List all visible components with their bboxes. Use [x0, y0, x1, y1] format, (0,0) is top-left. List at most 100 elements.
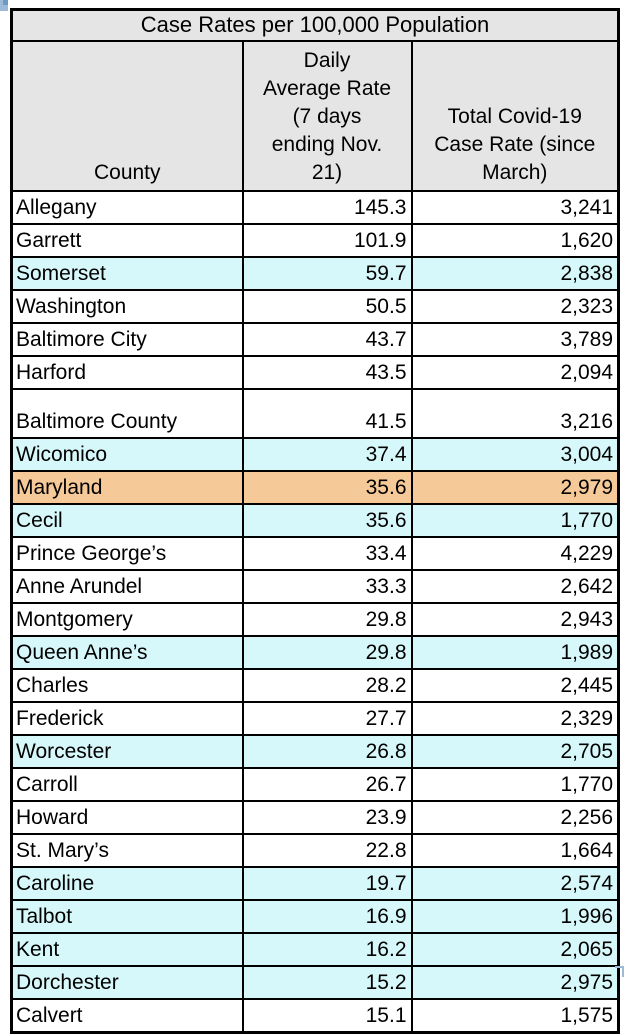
cell-county: Caroline	[10, 866, 244, 901]
anchor-handle-icon	[0, 0, 8, 11]
cell-county: Charles	[10, 668, 244, 703]
cell-county: Baltimore County	[10, 388, 244, 439]
cell-total-rate: 1,620	[410, 223, 620, 258]
cell-total-rate: 3,789	[410, 322, 620, 357]
cell-county: Anne Arundel	[10, 569, 244, 604]
column-header-county: County	[10, 40, 244, 192]
cell-daily-rate: 43.7	[241, 322, 413, 357]
cell-county: Washington	[10, 289, 244, 324]
cell-daily-rate: 33.3	[241, 569, 413, 604]
table-row: Frederick 27.7 2,329	[10, 701, 620, 736]
case-rates-table: Case Rates per 100,000 Population County…	[10, 8, 621, 1034]
cell-county: Prince George’s	[10, 536, 244, 571]
cell-daily-rate: 35.6	[241, 470, 413, 505]
table-row: Calvert 15.1 1,575	[10, 998, 620, 1034]
table-row: St. Mary’s 22.8 1,664	[10, 833, 620, 868]
table-row: Washington 50.5 2,323	[10, 289, 620, 324]
cell-daily-rate: 29.8	[241, 635, 413, 670]
cell-total-rate: 2,838	[410, 256, 620, 291]
cell-daily-rate: 59.7	[241, 256, 413, 291]
cell-county: Queen Anne’s	[10, 635, 244, 670]
cell-total-rate: 3,241	[410, 190, 620, 225]
table-row: Harford 43.5 2,094	[10, 355, 620, 390]
cell-county: Frederick	[10, 701, 244, 736]
cell-daily-rate: 37.4	[241, 437, 413, 472]
cell-total-rate: 1,770	[410, 767, 620, 802]
table-row: Maryland 35.6 2,979	[10, 470, 620, 505]
table-row: Kent 16.2 2,065	[10, 932, 620, 967]
cell-county: Baltimore City	[10, 322, 244, 357]
cell-county: Calvert	[10, 998, 244, 1034]
cell-daily-rate: 101.9	[241, 223, 413, 258]
cell-daily-rate: 145.3	[241, 190, 413, 225]
table-row: Montgomery 29.8 2,943	[10, 602, 620, 637]
table-row: Queen Anne’s 29.8 1,989	[10, 635, 620, 670]
cell-county: Dorchester	[10, 965, 244, 1000]
cell-daily-rate: 43.5	[241, 355, 413, 390]
cell-county: Allegany	[10, 190, 244, 225]
resize-handle-icon	[615, 966, 624, 977]
cell-daily-rate: 26.7	[241, 767, 413, 802]
table-row: Baltimore City 43.7 3,789	[10, 322, 620, 357]
cell-total-rate: 1,996	[410, 899, 620, 934]
cell-total-rate: 2,642	[410, 569, 620, 604]
table-title: Case Rates per 100,000 Population	[10, 8, 620, 42]
cell-total-rate: 3,216	[410, 388, 620, 439]
column-header-total-case-rate: Total Covid-19 Case Rate (since March)	[410, 40, 620, 192]
cell-total-rate: 2,975	[410, 965, 620, 1000]
cell-county: St. Mary’s	[10, 833, 244, 868]
cell-total-rate: 1,989	[410, 635, 620, 670]
table-row: Dorchester 15.2 2,975	[10, 965, 620, 1000]
table-body: Allegany 145.3 3,241 Garrett 101.9 1,620 Somer…	[10, 190, 620, 1034]
cell-total-rate: 2,705	[410, 734, 620, 769]
table-row: Baltimore County 41.5 3,216	[10, 388, 620, 439]
cell-daily-rate: 28.2	[241, 668, 413, 703]
cell-daily-rate: 35.6	[241, 503, 413, 538]
cell-daily-rate: 50.5	[241, 289, 413, 324]
cell-daily-rate: 19.7	[241, 866, 413, 901]
cell-county: Talbot	[10, 899, 244, 934]
cell-county: Worcester	[10, 734, 244, 769]
cell-daily-rate: 26.8	[241, 734, 413, 769]
cell-total-rate: 1,575	[410, 998, 620, 1034]
title-row: Case Rates per 100,000 Population	[10, 8, 620, 42]
cell-county: Harford	[10, 355, 244, 390]
table-row: Allegany 145.3 3,241	[10, 190, 620, 225]
cell-total-rate: 2,943	[410, 602, 620, 637]
cell-county: Carroll	[10, 767, 244, 802]
cell-county: Somerset	[10, 256, 244, 291]
cell-daily-rate: 16.2	[241, 932, 413, 967]
cell-county: Montgomery	[10, 602, 244, 637]
cell-total-rate: 2,323	[410, 289, 620, 324]
cell-daily-rate: 22.8	[241, 833, 413, 868]
table-row: Howard 23.9 2,256	[10, 800, 620, 835]
cell-total-rate: 2,256	[410, 800, 620, 835]
cell-total-rate: 2,574	[410, 866, 620, 901]
cell-daily-rate: 41.5	[241, 388, 413, 439]
column-header-daily-average-rate: Daily Average Rate (7 days ending Nov. 2…	[241, 40, 413, 192]
cell-daily-rate: 27.7	[241, 701, 413, 736]
table-row: Cecil 35.6 1,770	[10, 503, 620, 538]
cell-total-rate: 3,004	[410, 437, 620, 472]
table-row: Garrett 101.9 1,620	[10, 223, 620, 258]
cell-county: Garrett	[10, 223, 244, 258]
cell-county: Howard	[10, 800, 244, 835]
cell-total-rate: 2,445	[410, 668, 620, 703]
table-row: Anne Arundel 33.3 2,642	[10, 569, 620, 604]
cell-daily-rate: 16.9	[241, 899, 413, 934]
table-row: Carroll 26.7 1,770	[10, 767, 620, 802]
table-row: Somerset 59.7 2,838	[10, 256, 620, 291]
cell-total-rate: 2,329	[410, 701, 620, 736]
cell-total-rate: 4,229	[410, 536, 620, 571]
table-row: Wicomico 37.4 3,004	[10, 437, 620, 472]
table-row: Talbot 16.9 1,996	[10, 899, 620, 934]
cell-county: Cecil	[10, 503, 244, 538]
cell-daily-rate: 15.2	[241, 965, 413, 1000]
cell-total-rate: 2,979	[410, 470, 620, 505]
cell-daily-rate: 23.9	[241, 800, 413, 835]
table-row: Caroline 19.7 2,574	[10, 866, 620, 901]
table-row: Prince George’s 33.4 4,229	[10, 536, 620, 571]
cell-daily-rate: 15.1	[241, 998, 413, 1034]
column-header-row: County Daily Average Rate (7 days ending…	[10, 40, 620, 192]
